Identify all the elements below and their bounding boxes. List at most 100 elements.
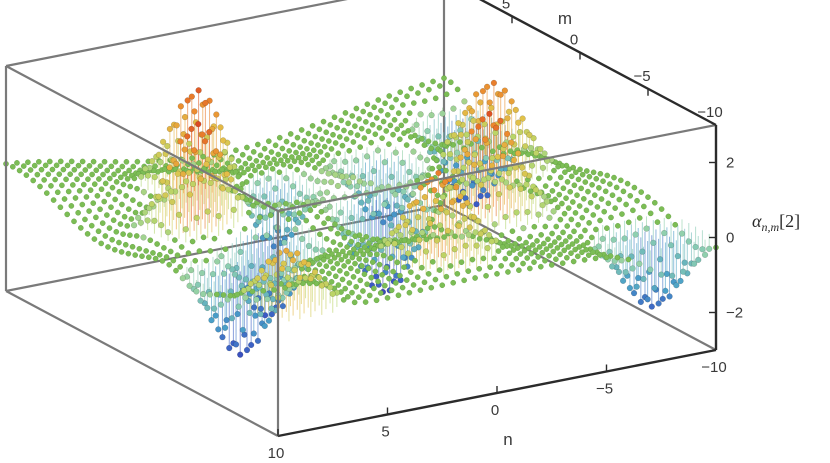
- stem-point: [217, 124, 224, 131]
- surface-point: [260, 159, 266, 166]
- stem-point: [354, 183, 361, 190]
- stem-point: [386, 215, 394, 222]
- stem-point: [173, 160, 180, 168]
- stem-point: [201, 138, 209, 145]
- surface-point: [167, 248, 174, 255]
- stem-point: [524, 208, 531, 216]
- surface-point: [156, 251, 163, 258]
- surface-point: [331, 114, 338, 121]
- surface-point: [613, 184, 620, 191]
- surface-point: [489, 148, 496, 155]
- surface-point: [20, 163, 27, 169]
- stem-point: [229, 266, 236, 273]
- surface-point: [586, 173, 593, 180]
- surface-point: [79, 158, 86, 165]
- stem-point: [235, 274, 243, 281]
- stem-point: [258, 267, 265, 274]
- surface-point: [89, 171, 95, 178]
- surface-point: [159, 258, 166, 264]
- surface-point: [242, 160, 249, 167]
- surface-point: [294, 134, 301, 141]
- z-axis-label-base: α: [752, 211, 762, 231]
- surface-point: [334, 230, 341, 237]
- surface-point: [414, 274, 421, 280]
- surface-point: [439, 282, 446, 289]
- surface-point: [279, 145, 286, 152]
- surface-point: [349, 113, 356, 119]
- surface-point: [567, 234, 573, 240]
- surface-point: [505, 269, 511, 275]
- surface-point: [239, 151, 246, 158]
- surface-point: [127, 183, 134, 190]
- z-tick-1-label: 0: [726, 230, 734, 247]
- surface-point: [535, 254, 541, 260]
- surface-point: [101, 158, 108, 165]
- surface-point: [332, 140, 339, 146]
- stem-point: [193, 214, 200, 222]
- surface-point: [123, 193, 129, 199]
- y-tick-0-label: −10: [697, 104, 722, 121]
- surface-point: [115, 209, 121, 216]
- surface-point: [349, 254, 356, 261]
- surface-point: [166, 261, 172, 268]
- surface-point: [284, 157, 291, 164]
- stem-point: [302, 274, 309, 282]
- stem-point: [465, 231, 472, 238]
- surface-point: [338, 256, 345, 263]
- surface-point: [75, 209, 81, 216]
- surface-point: [294, 166, 300, 173]
- surface-point: [211, 235, 218, 242]
- stem-point: [232, 341, 240, 348]
- stem-point: [488, 104, 495, 111]
- stem-point: [141, 209, 149, 216]
- stem-point: [491, 178, 499, 186]
- surface-point: [45, 171, 52, 178]
- stem-point: [272, 185, 279, 192]
- surface-point: [454, 271, 461, 277]
- surface-point: [27, 167, 34, 173]
- surface-point: [386, 275, 392, 282]
- stem-point: [287, 251, 294, 258]
- stem-point: [462, 109, 469, 117]
- surface-point: [276, 134, 283, 141]
- surface-point: [560, 229, 566, 236]
- surface-point: [585, 252, 592, 258]
- surface-point: [578, 185, 584, 192]
- stem-point: [484, 203, 492, 210]
- stem-point: [541, 150, 548, 157]
- stem-point: [678, 230, 686, 237]
- surface-point: [108, 204, 114, 210]
- surface-point: [443, 91, 450, 98]
- stem-point: [167, 188, 175, 195]
- surface-point: [390, 268, 396, 275]
- surface-point: [458, 259, 465, 266]
- surface-point: [576, 244, 583, 250]
- stem-point: [338, 173, 346, 180]
- stem-point: [630, 289, 638, 297]
- surface-point: [548, 262, 555, 268]
- surface-point: [568, 216, 575, 223]
- stem-point: [416, 236, 423, 244]
- stem-point: [643, 225, 650, 232]
- stem-point: [461, 146, 469, 153]
- surface-point: [246, 155, 253, 162]
- stem-point: [144, 172, 152, 179]
- surface-point: [319, 268, 325, 275]
- surface-point: [371, 104, 377, 111]
- surface-point: [577, 166, 583, 173]
- surface-point: [545, 236, 551, 243]
- surface-point: [551, 239, 558, 245]
- surface-point: [44, 190, 50, 196]
- stem-point: [443, 209, 450, 216]
- surface-point: [437, 83, 443, 89]
- surface-point: [121, 213, 128, 220]
- stem-point: [312, 246, 319, 253]
- box-edge-front-bottom-m: [5, 290, 279, 437]
- surface-point: [654, 219, 661, 225]
- stem-point: [432, 197, 439, 205]
- stem-point: [488, 238, 495, 245]
- surface-point: [369, 259, 376, 265]
- surface-point: [246, 209, 252, 216]
- surface-point: [428, 145, 435, 152]
- stem-point: [257, 310, 264, 318]
